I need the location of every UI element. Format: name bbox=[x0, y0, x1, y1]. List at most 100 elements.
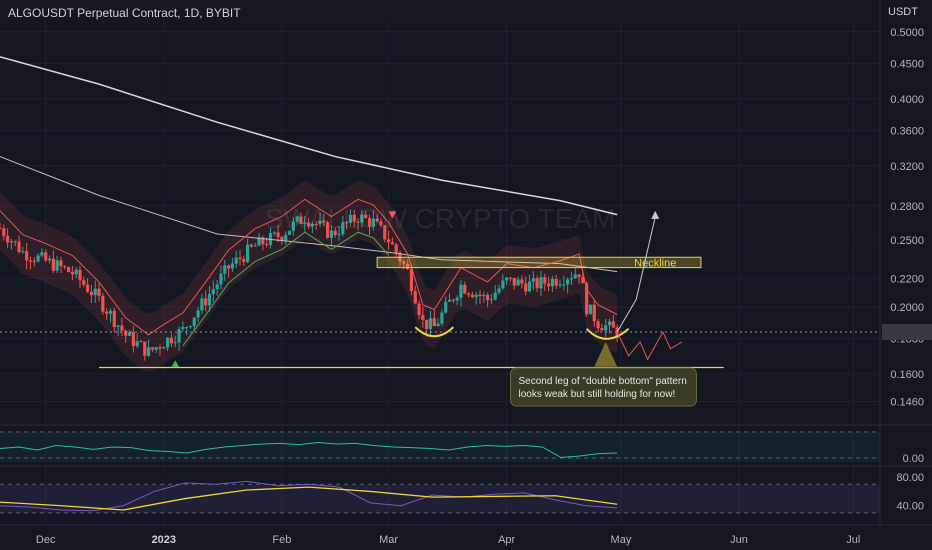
candle-body bbox=[265, 244, 269, 246]
candle-body bbox=[9, 241, 14, 243]
x-tick-label: Dec bbox=[36, 534, 56, 546]
candle-body bbox=[371, 218, 375, 227]
candle-body bbox=[51, 258, 55, 271]
candle-body bbox=[425, 319, 429, 329]
y-tick-label: 0.2500 bbox=[890, 235, 924, 247]
target-marker-icon bbox=[594, 341, 618, 367]
candle-body bbox=[303, 222, 307, 224]
candle-body bbox=[185, 327, 189, 329]
candle-body bbox=[253, 245, 257, 247]
candle-body bbox=[47, 258, 52, 261]
chart-title: ALGOUSDT Perpetual Contract, 1D, BYBIT bbox=[8, 6, 241, 20]
candle-body bbox=[596, 321, 600, 329]
candle-body bbox=[44, 252, 48, 261]
x-tick-label: 2023 bbox=[152, 534, 176, 546]
candle-body bbox=[520, 279, 524, 284]
candle-body bbox=[432, 318, 436, 327]
candle-body bbox=[524, 283, 528, 292]
y-tick-label: 0.2000 bbox=[890, 302, 924, 314]
projection-up bbox=[616, 216, 656, 333]
candle-body bbox=[562, 284, 566, 286]
candle-body bbox=[379, 221, 383, 226]
candle-body bbox=[341, 222, 345, 235]
candle-body bbox=[508, 277, 513, 279]
candle-body bbox=[89, 291, 94, 296]
arrow-up-icon bbox=[651, 210, 660, 219]
candle-body bbox=[207, 293, 212, 306]
candle-body bbox=[569, 278, 574, 280]
candle-body bbox=[234, 257, 238, 264]
y-tick-label: 0.3200 bbox=[890, 161, 924, 173]
candle-body bbox=[440, 312, 444, 324]
candle-body bbox=[78, 269, 82, 281]
candle-body bbox=[135, 341, 139, 347]
rsi-tick-label: 80.00 bbox=[896, 472, 924, 484]
candle-body bbox=[459, 284, 463, 298]
candle-body bbox=[337, 234, 341, 236]
candle-body bbox=[32, 260, 36, 262]
candle-body bbox=[272, 232, 276, 234]
candle-body bbox=[314, 223, 318, 225]
candle-body bbox=[181, 327, 185, 330]
candle-body bbox=[592, 304, 596, 322]
watermark: SWALLOW CRYPTO TEAM bbox=[265, 203, 616, 234]
candle-body bbox=[177, 329, 181, 343]
candle-body bbox=[139, 341, 143, 343]
candle-body bbox=[131, 332, 135, 347]
ema-red-line bbox=[0, 198, 618, 336]
candle-body bbox=[150, 347, 154, 350]
candle-body bbox=[188, 326, 193, 328]
candle-body bbox=[505, 277, 509, 281]
candle-body bbox=[604, 325, 608, 331]
candle-body bbox=[611, 321, 615, 328]
axes: 0.5000 0.4500 0.4000 0.3600 0.3200 0.2800 0.25… bbox=[36, 27, 932, 546]
candle-body bbox=[17, 241, 21, 253]
candle-body bbox=[108, 310, 113, 314]
candle-body bbox=[200, 298, 204, 311]
candle-body bbox=[516, 279, 520, 286]
rsi-ma-line bbox=[0, 486, 618, 511]
candle-body bbox=[59, 260, 63, 267]
candle-body bbox=[120, 325, 124, 331]
candle-body bbox=[539, 277, 543, 289]
candle-body bbox=[230, 263, 234, 269]
y-tick-label: 0.1600 bbox=[890, 369, 924, 381]
y-tick-label: 0.2800 bbox=[890, 201, 924, 213]
candle-body bbox=[436, 323, 440, 327]
candle-body bbox=[566, 279, 570, 285]
candle-body bbox=[310, 223, 314, 227]
candle-body bbox=[280, 236, 284, 241]
candle-body bbox=[326, 222, 330, 238]
candle-body bbox=[588, 304, 593, 315]
candle-body bbox=[463, 284, 467, 294]
candle-body bbox=[585, 283, 589, 315]
candle-body bbox=[246, 244, 250, 262]
candle-body bbox=[257, 237, 261, 246]
candle-body bbox=[455, 297, 459, 301]
candle-body bbox=[169, 337, 174, 344]
candle-body bbox=[497, 288, 501, 293]
y-tick-label: 0.4000 bbox=[890, 94, 924, 106]
candle-body bbox=[28, 260, 33, 262]
candle-body bbox=[215, 284, 219, 290]
candle-body bbox=[242, 259, 246, 262]
candle-body bbox=[367, 217, 372, 227]
candle-body bbox=[82, 280, 86, 285]
candle-body bbox=[466, 293, 471, 295]
bottom-arc-1 bbox=[414, 326, 455, 338]
candle-body bbox=[333, 230, 337, 235]
candle-body bbox=[386, 239, 391, 243]
candle-body bbox=[417, 303, 421, 316]
rsi-band bbox=[0, 484, 880, 513]
annotations: Neckline Second leg of "double bottom" pa… bbox=[0, 203, 880, 407]
candle-body bbox=[413, 291, 417, 304]
candle-body bbox=[356, 221, 360, 223]
bottom-arc-2 bbox=[585, 328, 630, 340]
candle-body bbox=[70, 271, 74, 275]
last-price-tag bbox=[882, 324, 932, 341]
candle-body bbox=[154, 347, 158, 350]
candle-body bbox=[607, 321, 612, 326]
candle-body bbox=[226, 265, 231, 269]
candle-body bbox=[550, 278, 554, 287]
